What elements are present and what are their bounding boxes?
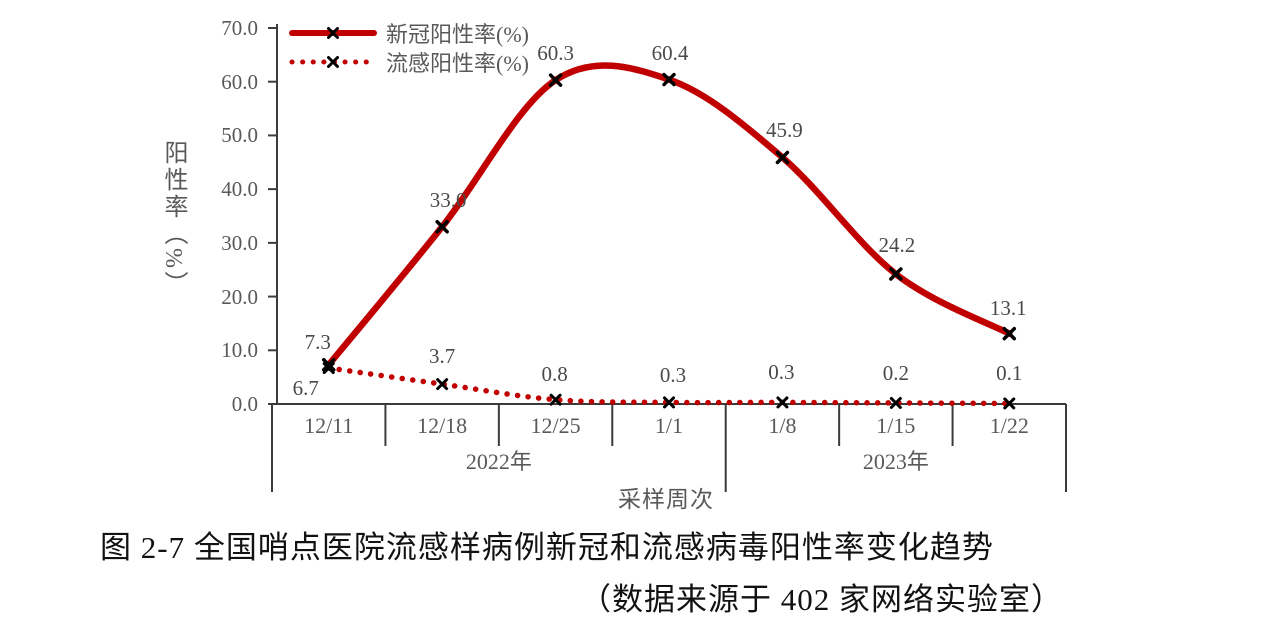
legend-label-covid: 新冠阳性率(%) [386,21,529,47]
data-label: 0.3 [659,363,687,388]
legend-item-flu: 流感阳性率(%) [288,47,529,76]
data-label: 0.2 [882,360,909,385]
y-tick-label: 20.0 [221,284,258,309]
x-axis-title: 采样周次 [618,487,714,512]
data-label: 0.3 [768,360,795,385]
data-label: 60.4 [651,40,689,65]
x-tick-label: 12/18 [417,413,468,438]
data-label: 60.3 [537,41,574,66]
figure-caption: 图 2-7 全国哨点医院流感样病例新冠和流感病毒阳性率变化趋势 [100,530,994,565]
data-label: 13.1 [989,295,1027,320]
figure-caption-source: （数据来源于 402 家网络实验室） [580,582,1063,617]
x-tick-label: 1/15 [876,413,916,438]
line-plot-canvas [268,24,1067,492]
flu-dotted-line-sample-icon [289,55,377,68]
x-tick-label: 12/11 [304,413,354,438]
y-tick-label: 50.0 [221,123,258,148]
legend-item-covid: 新冠阳性率(%) [288,18,529,47]
y-tick-label: 30.0 [221,230,258,255]
y-tick-label: 10.0 [221,338,258,363]
data-label: 7.3 [304,329,331,354]
y-tick-label: 40.0 [221,177,258,202]
data-label: 33.0 [429,187,467,212]
x-tick-label: 1/8 [768,413,797,438]
y-tick-label: 0.0 [231,392,258,416]
data-label: 3.7 [429,344,456,369]
x-tick-label: 1/1 [654,413,684,438]
legend-label-flu: 流感阳性率(%) [386,50,529,76]
covid-solid-line-sample-icon [289,26,377,39]
y-tick-label: 60.0 [221,69,258,94]
y-axis-title: 阳性率（%） [160,140,186,298]
legend: 新冠阳性率(%) 流感阳性率(%) [288,18,529,76]
x-tick-label: 12/25 [530,413,581,438]
year-group-label: 2023年 [862,449,929,474]
x-tick-label: 1/22 [989,413,1029,438]
data-label: 45.9 [766,118,803,143]
data-label: 24.2 [878,233,916,257]
y-tick-label: 70.0 [221,16,258,40]
data-label: 0.1 [996,361,1023,386]
data-label: 6.7 [292,376,319,400]
data-label: 0.8 [541,361,568,386]
year-group-label: 2022年 [465,449,532,474]
